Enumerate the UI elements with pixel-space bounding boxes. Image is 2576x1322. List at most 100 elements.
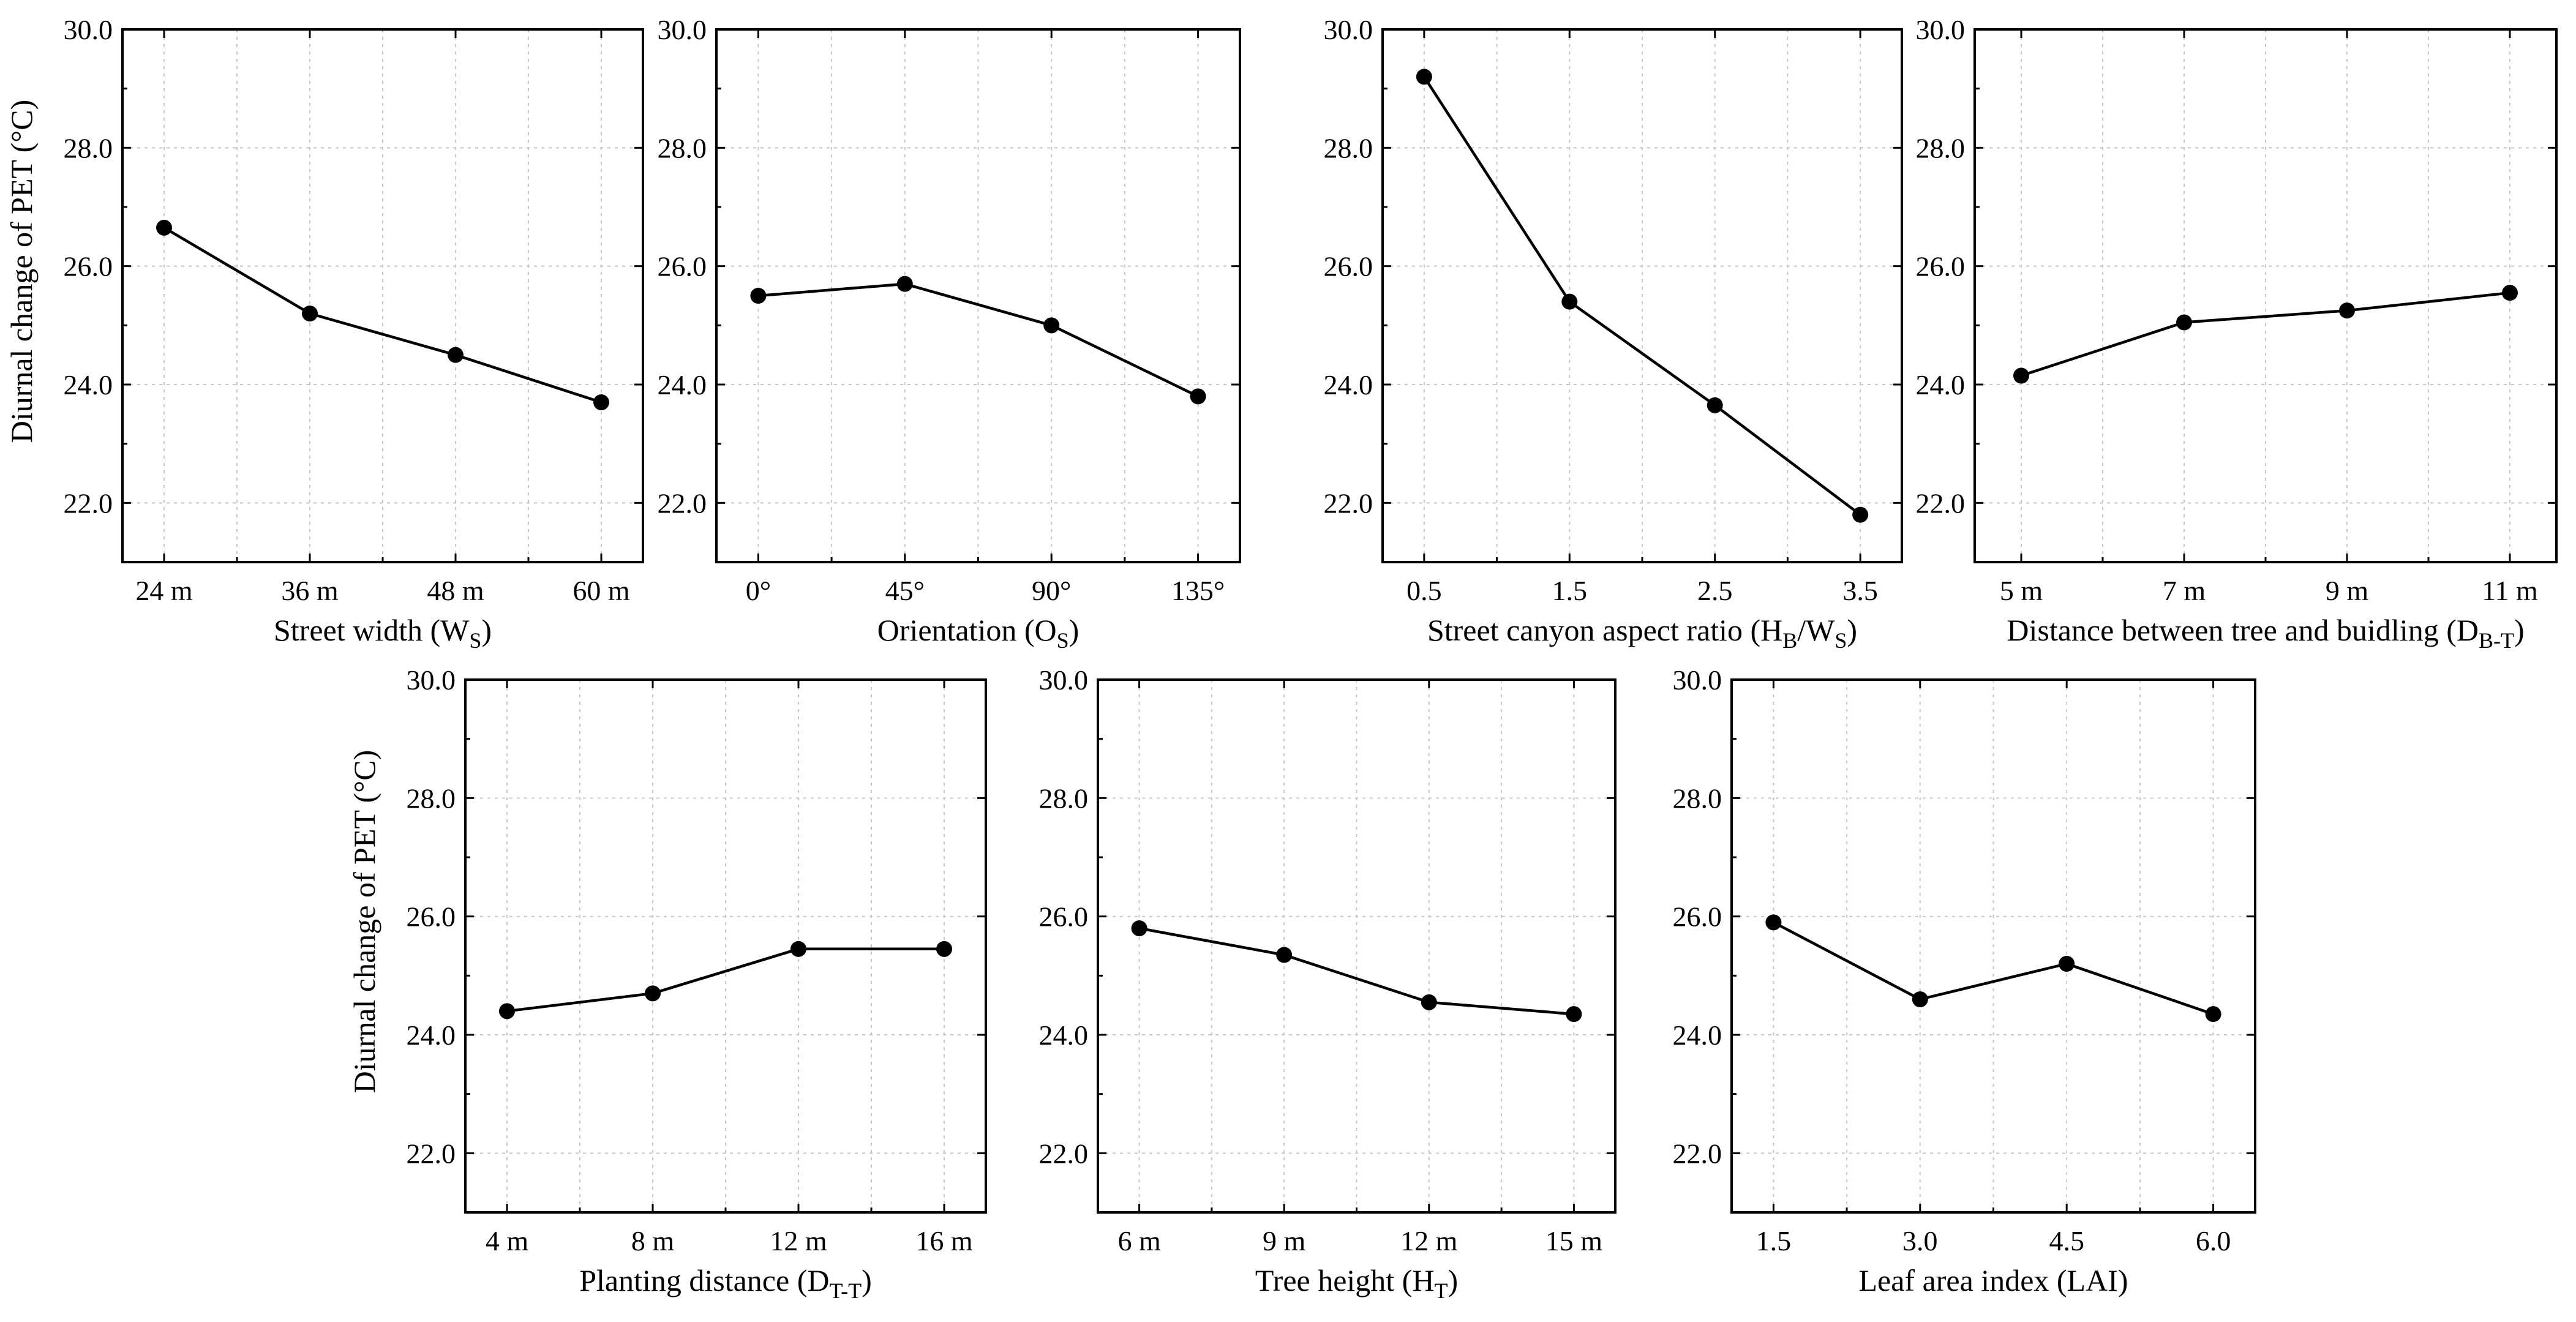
- data-point: [1912, 991, 1928, 1007]
- x-tick-label: 9 m: [1263, 1225, 1306, 1256]
- data-point: [1765, 914, 1782, 931]
- data-point: [499, 1003, 515, 1020]
- plot-frame: [1973, 28, 2558, 563]
- data-point: [156, 219, 172, 236]
- x-axis-title-subscript: S: [1057, 628, 1069, 653]
- x-axis-title-subscript: S: [469, 628, 481, 653]
- data-point: [1131, 920, 1147, 936]
- y-tick-label: 22.0: [407, 1138, 456, 1169]
- x-tick-label: 0.5: [1406, 575, 1442, 606]
- x-tick-label: 2.5: [1697, 575, 1733, 606]
- series-line: [1139, 926, 1574, 1016]
- plot-frame: [121, 28, 644, 563]
- x-axis-title: Leaf area index (LAI): [1859, 1263, 2128, 1298]
- y-tick-label: 26.0: [1039, 901, 1089, 933]
- x-tick-label: 5 m: [2000, 575, 2043, 606]
- x-axis-title: Distance between tree and buidling (DB-T…: [2007, 613, 2524, 653]
- x-tick-label: 135°: [1171, 575, 1225, 606]
- series-line: [1422, 76, 1861, 516]
- x-tick-label: 9 m: [2326, 575, 2369, 606]
- x-axis-title-subscript: T: [1434, 1279, 1448, 1303]
- data-point: [1561, 293, 1578, 310]
- plot-frame: [715, 28, 1241, 563]
- data-point: [936, 941, 952, 957]
- y-tick-label: 26.0: [658, 251, 707, 282]
- y-tick-label: 28.0: [407, 783, 456, 814]
- x-axis-title-text: ): [1069, 613, 1080, 647]
- y-tick-label: 26.0: [1673, 901, 1722, 933]
- x-axis-title-subscript: T-T: [829, 1279, 862, 1303]
- y-tick-label: 26.0: [1324, 251, 1373, 282]
- y-tick-label: 26.0: [1916, 251, 1966, 282]
- data-point: [1190, 388, 1206, 405]
- x-tick-label: 24 m: [135, 575, 193, 606]
- data-point: [790, 941, 806, 957]
- x-tick-label: 12 m: [770, 1225, 827, 1256]
- series-line: [163, 226, 602, 404]
- data-point: [1852, 506, 1869, 523]
- x-tick-label: 4 m: [486, 1225, 529, 1256]
- y-tick-label: 22.0: [1039, 1138, 1089, 1169]
- data-point: [2059, 956, 2075, 972]
- chart-panel-7: 22.0 24.0 26.0 28.0 30.0 1.5 3.0 4.5 6.0 Leaf are…: [1673, 664, 2256, 1298]
- x-tick-label: 45°: [885, 575, 925, 606]
- y-tick-label: 30.0: [64, 14, 113, 45]
- data-point: [2339, 302, 2355, 319]
- x-tick-label: 3.5: [1842, 575, 1878, 606]
- x-axis-title-subscript: B: [1782, 628, 1797, 653]
- y-tick-label: 30.0: [407, 664, 456, 696]
- y-axis-title: Diurnal change of PET (°C): [4, 100, 39, 443]
- plot-frame: [1730, 678, 2256, 1214]
- x-tick-label: 7 m: [2163, 575, 2206, 606]
- y-tick-label: 24.0: [407, 1020, 456, 1051]
- x-axis-title-text: Distance between tree and buidling (D: [2007, 613, 2479, 647]
- data-point: [302, 306, 318, 321]
- y-tick-label: 30.0: [1916, 14, 1966, 45]
- x-axis-title-text: ): [862, 1263, 872, 1298]
- x-tick-label: 11 m: [2482, 575, 2538, 606]
- data-point: [593, 394, 609, 410]
- data-point: [645, 985, 661, 1002]
- y-tick-label: 22.0: [1916, 487, 1966, 519]
- data-point: [750, 288, 767, 304]
- x-axis-title-text: Orientation (O: [877, 613, 1057, 647]
- y-tick-label: 26.0: [407, 901, 456, 933]
- x-axis-title-text: Planting distance (D: [579, 1263, 829, 1298]
- x-tick-label: 60 m: [573, 575, 630, 606]
- series-line: [2021, 291, 2510, 377]
- x-tick-label: 90°: [1032, 575, 1071, 606]
- series-line: [1773, 921, 2214, 1016]
- y-tick-label: 28.0: [1324, 132, 1373, 163]
- y-tick-label: 22.0: [658, 487, 707, 519]
- x-tick-label: 3.0: [1902, 1225, 1938, 1256]
- y-tick-label: 28.0: [1673, 783, 1722, 814]
- x-axis-title-text: Street width (W: [274, 613, 470, 647]
- y-tick-label: 28.0: [1039, 783, 1089, 814]
- y-tick-label: 24.0: [64, 369, 113, 400]
- x-axis-title-text: ): [1847, 613, 1857, 647]
- x-axis-title: Planting distance (DT-T): [579, 1263, 872, 1303]
- data-point: [2502, 285, 2518, 301]
- y-tick-label: 28.0: [64, 132, 113, 163]
- y-tick-label: 28.0: [658, 132, 707, 163]
- y-tick-label: 30.0: [1039, 664, 1089, 696]
- data-point: [1421, 994, 1437, 1010]
- x-axis-title: Tree height (HT): [1255, 1263, 1458, 1303]
- chart-panel-1: 22.0 24.0 26.0 28.0 30.0 24 m 36 m 48 m 60 m Stre…: [4, 14, 644, 653]
- chart-panel-2: 22.0 24.0 26.0 28.0 30.0 0° 45° 90° 135° Orientat…: [658, 14, 1241, 653]
- x-tick-label: 12 m: [1400, 1225, 1458, 1256]
- chart-panel-5: 22.0 24.0 26.0 28.0 30.0 4 m 8 m 12 m 16 m Planti…: [347, 664, 987, 1303]
- series-line: [506, 947, 944, 1013]
- x-axis-title-text: Street canyon aspect ratio (H: [1427, 613, 1782, 647]
- chart-panel-3: 22.0 24.0 26.0 28.0 30.0 0.5 1.5 2.5 3.5 Street c…: [1324, 14, 1903, 653]
- y-tick-label: 22.0: [1673, 1138, 1722, 1169]
- x-axis-title: Street canyon aspect ratio (HB/WS): [1427, 613, 1857, 653]
- y-tick-label: 24.0: [1039, 1020, 1089, 1051]
- x-tick-label: 1.5: [1756, 1225, 1792, 1256]
- data-point: [1043, 317, 1060, 334]
- y-tick-label: 22.0: [1324, 487, 1373, 519]
- data-point: [2176, 314, 2192, 331]
- y-tick-label: 24.0: [1916, 369, 1966, 400]
